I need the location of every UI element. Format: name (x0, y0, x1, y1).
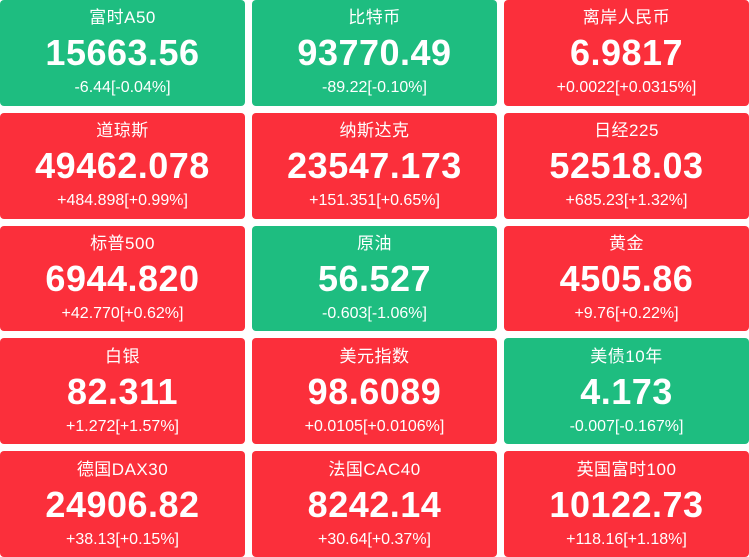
instrument-change: -89.22[-0.10%] (322, 79, 427, 97)
instrument-change: -0.007[-0.167%] (569, 417, 684, 435)
market-tile[interactable]: 美债10年 4.173 -0.007[-0.167%] (504, 338, 749, 445)
market-tile[interactable]: 英国富时100 10122.73 +118.16[+1.18%] (504, 451, 749, 557)
instrument-change: +484.898[+0.99%] (57, 192, 188, 210)
instrument-name: 美元指数 (339, 346, 410, 366)
instrument-name: 标普500 (90, 233, 155, 253)
instrument-change: +38.13[+0.15%] (66, 530, 179, 548)
instrument-price: 23547.173 (287, 145, 462, 187)
instrument-change: +0.0022[+0.0315%] (556, 79, 697, 97)
instrument-name: 日经225 (594, 121, 659, 141)
instrument-name: 纳斯达克 (339, 121, 410, 141)
instrument-name: 白银 (105, 346, 140, 366)
market-tile[interactable]: 白银 82.311 +1.272[+1.57%] (0, 338, 245, 445)
instrument-change: +685.23[+1.32%] (565, 192, 688, 210)
market-tile[interactable]: 日经225 52518.03 +685.23[+1.32%] (504, 112, 749, 219)
instrument-change: -0.603[-1.06%] (322, 304, 427, 322)
instrument-price: 49462.078 (35, 145, 210, 187)
market-tile[interactable]: 离岸人民币 6.9817 +0.0022[+0.0315%] (504, 0, 749, 106)
instrument-price: 4.173 (580, 370, 673, 412)
instrument-price: 56.527 (317, 257, 432, 299)
instrument-change: +0.0105[+0.0106%] (304, 417, 445, 435)
market-tile[interactable]: 道琼斯 49462.078 +484.898[+0.99%] (0, 112, 245, 219)
market-tile[interactable]: 标普500 6944.820 +42.770[+0.62%] (0, 225, 245, 332)
instrument-name: 美债10年 (590, 346, 663, 366)
instrument-name: 德国DAX30 (76, 459, 169, 479)
instrument-name: 法国CAC40 (328, 459, 421, 479)
instrument-price: 82.311 (66, 370, 179, 412)
instrument-change: +9.76[+0.22%] (574, 304, 679, 322)
instrument-price: 6944.820 (45, 257, 200, 299)
market-tile[interactable]: 美元指数 98.6089 +0.0105[+0.0106%] (252, 338, 497, 445)
market-tile[interactable]: 黄金 4505.86 +9.76[+0.22%] (504, 225, 749, 332)
instrument-price: 98.6089 (307, 370, 442, 412)
instrument-name: 比特币 (348, 8, 401, 28)
instrument-name: 道琼斯 (96, 121, 149, 141)
instrument-price: 24906.82 (45, 483, 200, 525)
instrument-price: 6.9817 (569, 32, 684, 74)
instrument-price: 93770.49 (297, 32, 452, 74)
instrument-change: +30.64[+0.37%] (318, 530, 431, 548)
instrument-price: 4505.86 (559, 257, 694, 299)
instrument-price: 10122.73 (549, 483, 704, 525)
instrument-name: 英国富时100 (576, 459, 677, 479)
instrument-change: +1.272[+1.57%] (66, 417, 179, 435)
market-tile[interactable]: 比特币 93770.49 -89.22[-0.10%] (252, 0, 497, 106)
instrument-change: +42.770[+0.62%] (61, 304, 184, 322)
instrument-name: 富时A50 (89, 8, 156, 28)
instrument-price: 8242.14 (307, 483, 442, 525)
market-tile[interactable]: 富时A50 15663.56 -6.44[-0.04%] (0, 0, 245, 106)
instrument-price: 52518.03 (549, 145, 704, 187)
instrument-name: 离岸人民币 (582, 8, 671, 28)
instrument-name: 原油 (357, 233, 392, 253)
market-tile[interactable]: 原油 56.527 -0.603[-1.06%] (252, 225, 497, 332)
instrument-change: +151.351[+0.65%] (309, 192, 440, 210)
instrument-price: 15663.56 (45, 32, 200, 74)
instrument-change: -6.44[-0.04%] (74, 79, 171, 97)
instrument-name: 黄金 (609, 233, 644, 253)
market-tile[interactable]: 法国CAC40 8242.14 +30.64[+0.37%] (252, 451, 497, 557)
instrument-change: +118.16[+1.18%] (566, 530, 687, 548)
market-tile[interactable]: 德国DAX30 24906.82 +38.13[+0.15%] (0, 451, 245, 557)
market-tile[interactable]: 纳斯达克 23547.173 +151.351[+0.65%] (252, 112, 497, 219)
